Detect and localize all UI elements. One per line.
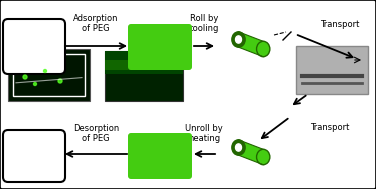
Ellipse shape — [235, 36, 241, 43]
Ellipse shape — [235, 144, 241, 151]
FancyBboxPatch shape — [3, 130, 65, 182]
FancyBboxPatch shape — [8, 49, 90, 101]
Text: Roll by
cooling: Roll by cooling — [189, 14, 219, 33]
FancyBboxPatch shape — [105, 51, 183, 101]
FancyBboxPatch shape — [296, 46, 368, 94]
Circle shape — [44, 70, 47, 73]
FancyBboxPatch shape — [128, 133, 192, 179]
FancyBboxPatch shape — [105, 51, 183, 74]
Ellipse shape — [256, 149, 270, 165]
FancyBboxPatch shape — [3, 19, 65, 74]
Text: Transport: Transport — [320, 20, 360, 29]
Ellipse shape — [256, 41, 270, 57]
Polygon shape — [238, 140, 263, 165]
Ellipse shape — [232, 32, 245, 47]
Polygon shape — [238, 32, 263, 57]
Text: Transport: Transport — [310, 122, 349, 132]
Ellipse shape — [232, 140, 245, 155]
Text: Desorption
of PEG: Desorption of PEG — [73, 124, 119, 143]
Circle shape — [58, 79, 62, 83]
Text: Field: Field — [300, 61, 321, 70]
Text: Unroll by
heating: Unroll by heating — [185, 124, 223, 143]
Circle shape — [33, 83, 36, 85]
Text: Adsorption
of PEG: Adsorption of PEG — [73, 14, 119, 33]
FancyBboxPatch shape — [105, 60, 183, 70]
FancyBboxPatch shape — [128, 24, 192, 70]
Circle shape — [23, 75, 27, 79]
Text: Linear flow: Linear flow — [300, 51, 348, 60]
